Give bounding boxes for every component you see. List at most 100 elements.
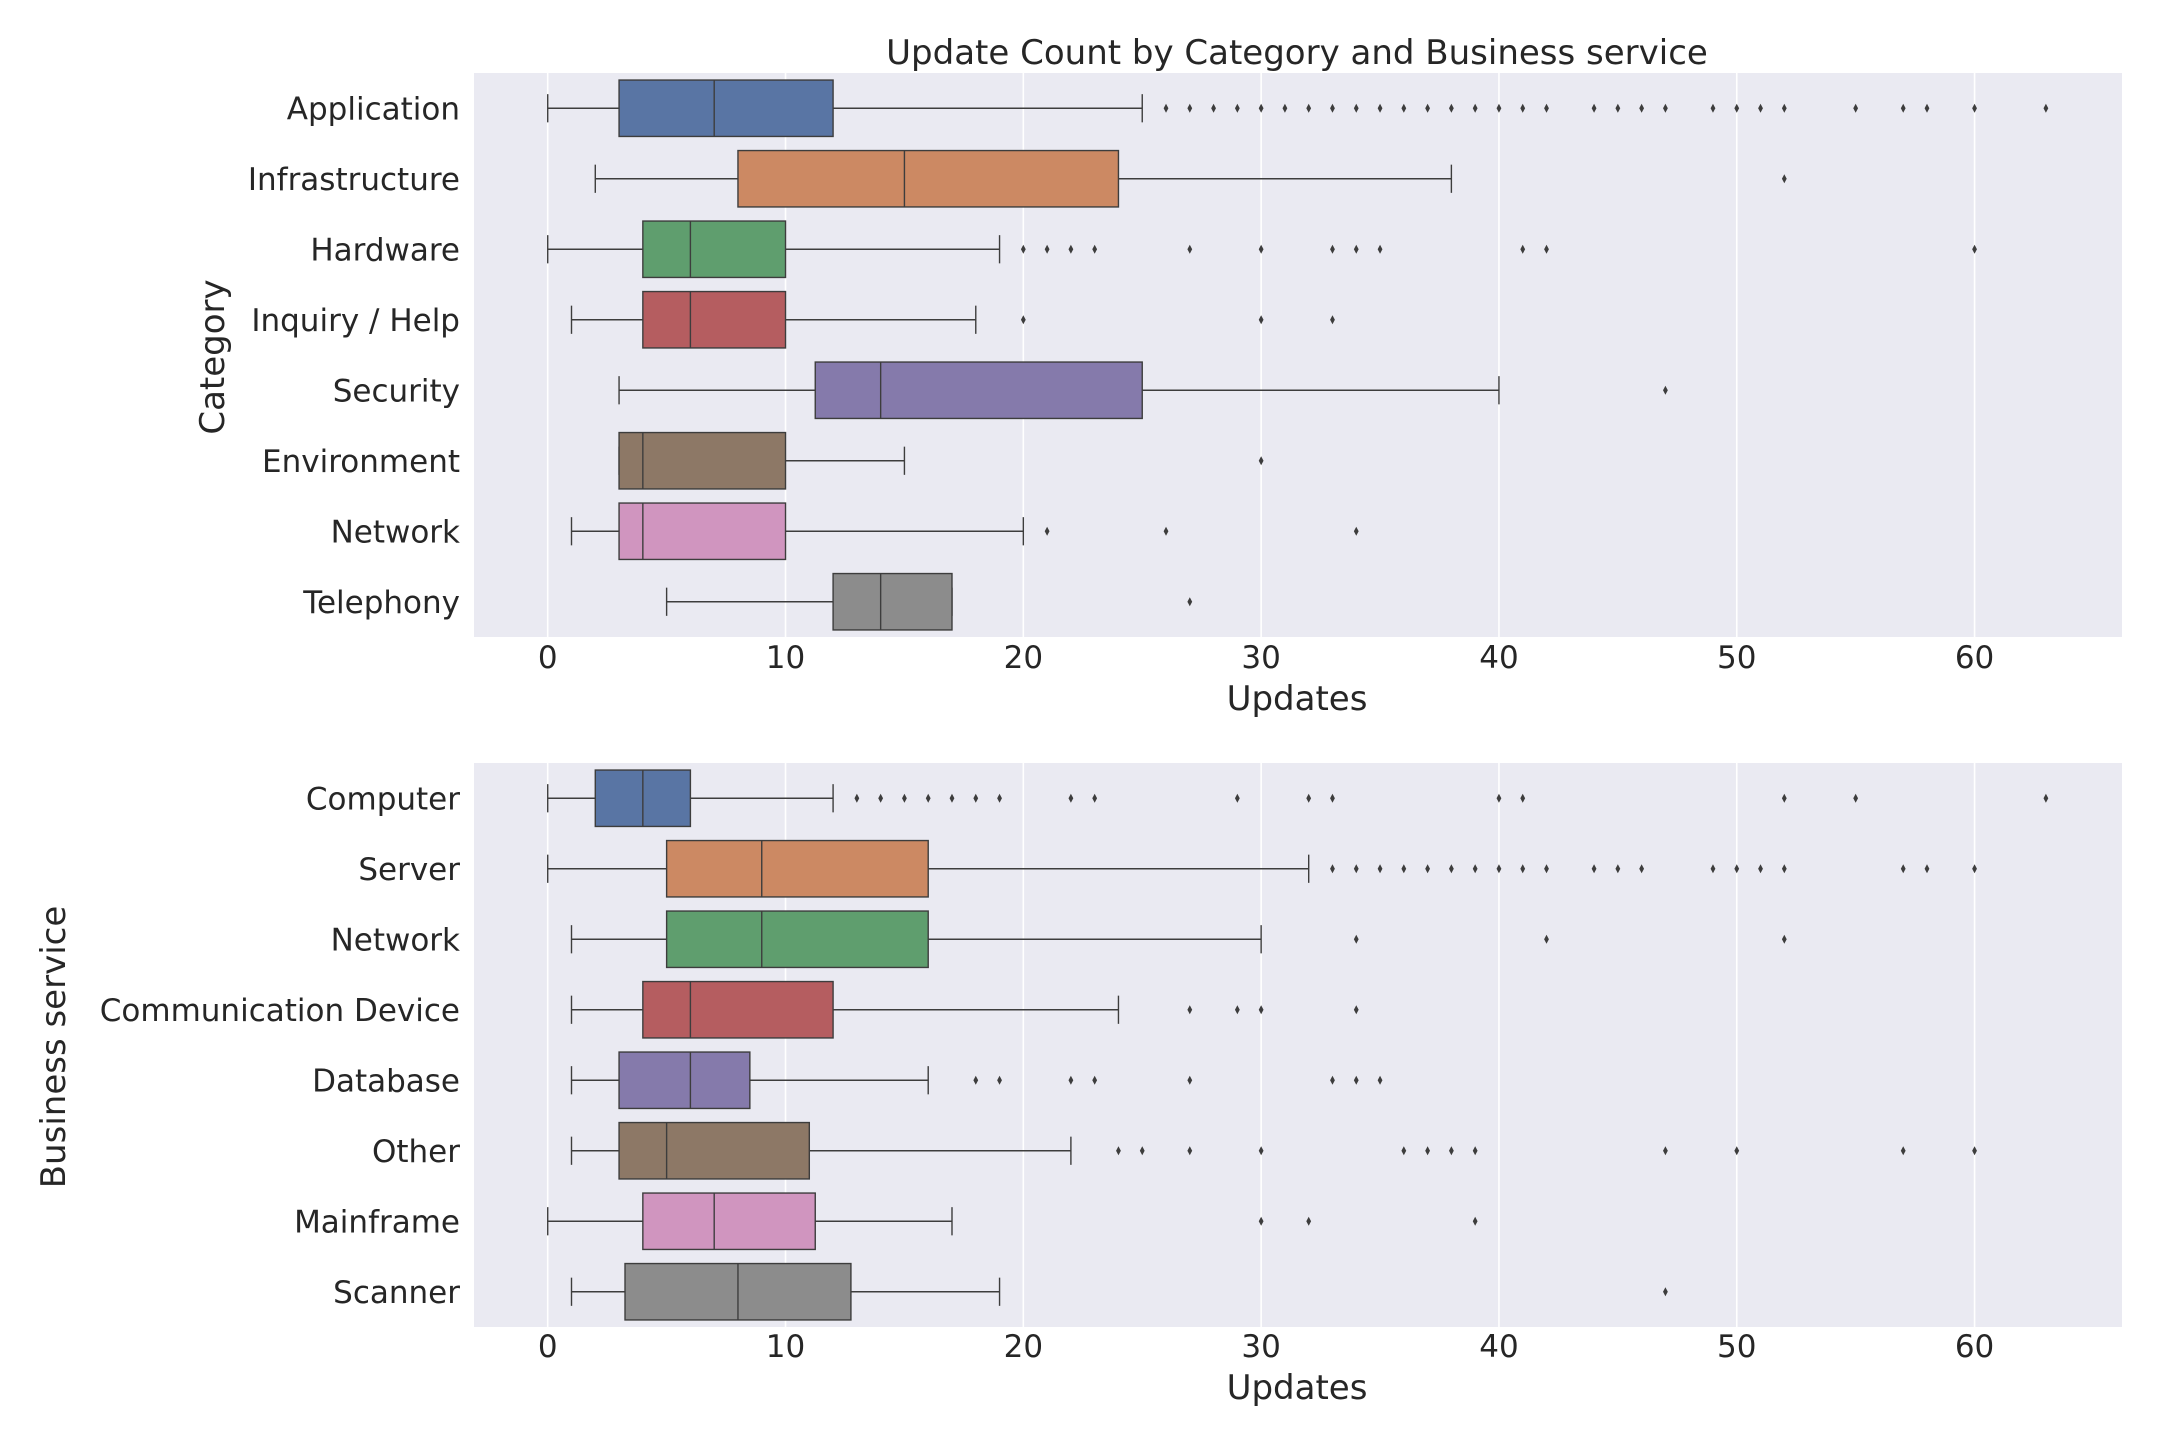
outlier-point <box>1781 793 1787 803</box>
outlier-point <box>854 793 860 803</box>
box-iqr <box>665 910 929 969</box>
outlier-point <box>1853 103 1859 113</box>
outlier-point <box>902 793 907 803</box>
outlier-point <box>1330 793 1335 803</box>
outlier-point <box>1187 597 1193 607</box>
outlier-point <box>1020 315 1026 325</box>
y-tick-label: Inquiry / Help <box>251 303 460 339</box>
outlier-point <box>1234 793 1240 803</box>
outlier-point <box>1377 244 1383 254</box>
outlier-point <box>1591 103 1597 113</box>
outlier-point <box>1306 793 1312 803</box>
outlier-point <box>1734 864 1740 874</box>
outlier-point <box>1044 244 1050 254</box>
outlier-point <box>1472 1146 1478 1156</box>
y-tick-label: Database <box>312 1063 460 1099</box>
box-environment <box>618 431 1264 490</box>
box-iqr <box>642 980 834 1039</box>
box-computer <box>547 769 2049 828</box>
y-tick-label: Application <box>287 91 460 127</box>
outlier-point <box>1353 1005 1359 1015</box>
x-tick-label: 0 <box>538 1329 558 1365</box>
outlier-point <box>1639 864 1645 874</box>
box-communication-device <box>570 980 1359 1039</box>
outlier-point <box>1781 103 1787 113</box>
y-tick-label: Server <box>358 852 460 888</box>
outlier-point <box>1353 864 1359 874</box>
x-tick-label: 40 <box>1479 1329 1518 1365</box>
outlier-point <box>1900 864 1906 874</box>
outlier-point <box>1448 103 1454 113</box>
outlier-point <box>1401 103 1407 113</box>
outlier-point <box>878 793 884 803</box>
outlier-point <box>1234 1005 1240 1015</box>
x-axis-label: Updates <box>1227 1368 1368 1408</box>
box-iqr <box>665 839 929 898</box>
x-tick-label: 60 <box>1955 1329 1994 1365</box>
box-iqr <box>618 502 787 561</box>
outlier-point <box>1734 1146 1740 1156</box>
outlier-point <box>1496 793 1502 803</box>
outlier-point <box>1448 1146 1454 1156</box>
outlier-point <box>1068 1075 1074 1085</box>
outlier-point <box>1663 385 1668 395</box>
outlier-point <box>1900 103 1906 113</box>
outlier-point <box>1139 1146 1145 1156</box>
outlier-point <box>1187 103 1193 113</box>
outlier-point <box>1020 244 1026 254</box>
outlier-point <box>1330 244 1335 254</box>
outlier-point <box>1425 864 1431 874</box>
outlier-point <box>1258 244 1264 254</box>
outlier-point <box>1377 864 1383 874</box>
outlier-point <box>1234 103 1240 113</box>
outlier-point <box>1258 456 1264 466</box>
outlier-point <box>1330 864 1335 874</box>
outlier-point <box>1520 103 1526 113</box>
outlier-point <box>1353 103 1359 113</box>
outlier-point <box>973 793 979 803</box>
outlier-point <box>2043 793 2049 803</box>
box-iqr <box>814 361 1143 420</box>
box-hardware <box>547 220 1977 279</box>
outlier-point <box>1163 526 1169 536</box>
y-tick-label: Mainframe <box>294 1204 460 1240</box>
box-iqr <box>618 79 834 138</box>
outlier-point <box>1758 103 1763 113</box>
outlier-point <box>2043 103 2049 113</box>
box-iqr <box>618 1121 811 1180</box>
outlier-point <box>1615 103 1621 113</box>
outlier-point <box>925 793 931 803</box>
x-tick-label: 20 <box>1004 1329 1043 1365</box>
outlier-point <box>1639 103 1645 113</box>
outlier-point <box>1092 1075 1098 1085</box>
outlier-point <box>1544 864 1549 874</box>
outlier-point <box>997 1075 1002 1085</box>
outlier-point <box>1258 315 1264 325</box>
x-tick-label: 50 <box>1717 640 1756 676</box>
outlier-point <box>1615 864 1621 874</box>
outlier-point <box>1663 103 1668 113</box>
x-tick-label: 20 <box>1004 640 1043 676</box>
outlier-point <box>1353 934 1359 944</box>
outlier-point <box>1330 315 1335 325</box>
category-boxplot-panel: Update Count by Category and Business se… <box>193 33 2122 719</box>
outlier-point <box>1924 103 1930 113</box>
outlier-point <box>1306 103 1312 113</box>
outlier-point <box>1663 1146 1668 1156</box>
y-tick-label: Network <box>331 922 460 958</box>
y-tick-label: Security <box>333 373 460 409</box>
outlier-point <box>1306 1216 1312 1226</box>
outlier-point <box>1425 103 1431 113</box>
box-scanner <box>570 1262 1668 1321</box>
y-tick-label: Computer <box>306 781 460 817</box>
y-tick-label: Hardware <box>310 232 460 268</box>
y-tick-label: Communication Device <box>100 993 460 1029</box>
box-iqr <box>832 572 953 631</box>
outlier-point <box>1972 864 1977 874</box>
outlier-point <box>1544 103 1549 113</box>
outlier-point <box>1472 864 1478 874</box>
x-axis-label: Updates <box>1227 679 1368 719</box>
outlier-point <box>997 793 1002 803</box>
outlier-point <box>1710 103 1716 113</box>
box-network <box>570 910 1787 969</box>
